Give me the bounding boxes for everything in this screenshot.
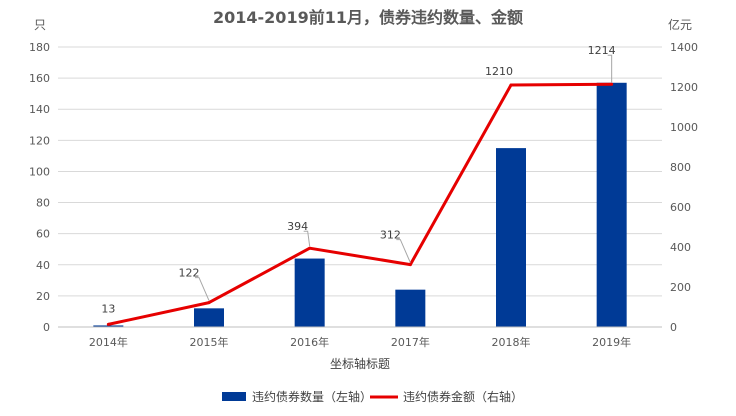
y-right-tick-label: 0 [670,321,677,334]
y-left-tick-label: 80 [36,197,50,210]
y-right-unit: 亿元 [668,17,692,32]
legend-label-line: 违约债券金额（右轴） [403,389,523,404]
y-left-tick-label: 40 [36,259,50,272]
y-right-tick-label: 600 [670,201,691,214]
x-tick-label: 2018年 [492,335,531,349]
y-right-tick-label: 400 [670,241,691,254]
x-tick-label: 2015年 [190,335,229,349]
label-leader-line [607,54,613,83]
y-left-tick-label: 160 [29,72,50,85]
data-label: 122 [179,267,200,280]
bar [194,308,224,327]
y-left-tick-label: 20 [36,290,50,303]
bar [395,289,426,327]
y-left-tick-label: 180 [29,41,50,54]
bar [93,325,124,327]
label-leader-line [195,277,210,301]
y-left-tick-label: 60 [36,228,50,241]
gridlines [58,46,662,328]
y-right-tick-label: 1200 [670,81,698,94]
data-label: 1214 [588,44,616,57]
line-point [207,301,211,305]
line-path [108,82,612,326]
chart-title: 2014-2019前11月，债券违约数量、金额 [213,8,523,27]
bar [294,258,325,327]
y-right-tick-label: 200 [670,281,691,294]
legend: 违约债券数量（左轴） 违约债券金额（右轴） [222,389,523,404]
label-leader-line [303,230,311,247]
line-series [106,82,614,326]
y-right-tick-label: 1000 [670,121,698,134]
y-left-tick-label: 140 [29,103,50,116]
line-point [610,82,614,86]
x-axis: 2014年 2015年 2016年 2017年 2018年 2019年 [58,326,662,349]
bar [596,82,627,328]
legend-label-bar: 违约债券数量（左轴） [252,389,372,404]
line-point [408,263,412,267]
y-right-axis: 0 200 400 600 800 1000 1200 1400 [670,41,698,334]
x-tick-label: 2016年 [290,335,329,349]
label-leader-line [396,239,411,263]
line-point [509,83,513,87]
x-axis-title: 坐标轴标题 [330,356,390,371]
y-left-unit: 只 [34,18,46,32]
legend-swatch-bar [222,392,246,401]
y-left-axis: 0 20 40 60 80 100 120 140 160 180 [29,41,50,334]
y-left-tick-label: 0 [43,321,50,334]
x-tick-label: 2019年 [592,335,631,349]
data-label: 312 [380,229,401,242]
y-right-tick-label: 1400 [670,41,698,54]
x-tick-label: 2017年 [391,335,430,349]
data-label: 394 [287,220,308,233]
bar [496,148,526,327]
y-left-tick-label: 100 [29,165,50,178]
data-label: 1210 [485,65,513,78]
y-left-tick-label: 120 [29,134,50,147]
line-point [308,246,312,250]
x-tick-label: 2014年 [89,335,128,349]
data-label: 13 [101,302,115,315]
line-point [106,322,110,326]
bar-series [93,82,627,328]
data-labels: 13 122 394 312 1210 1214 [101,44,615,315]
y-right-tick-label: 800 [670,161,691,174]
